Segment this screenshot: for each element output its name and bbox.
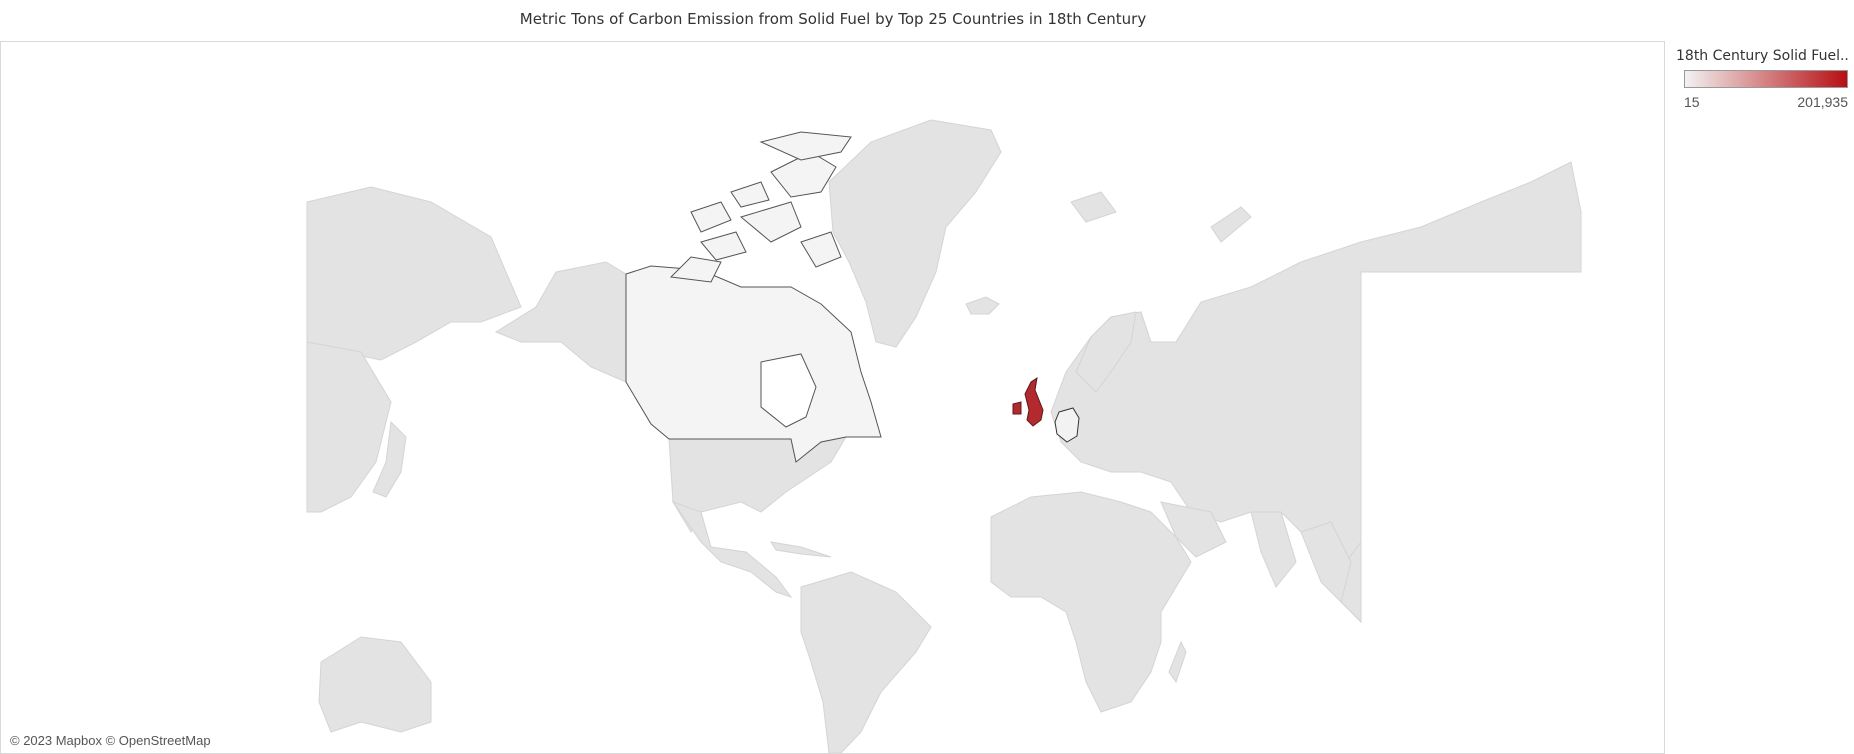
land-africa (990, 491, 1192, 713)
land-arabia (1160, 501, 1227, 558)
land-caribbean (769, 541, 832, 558)
chart-title: Metric Tons of Carbon Emission from Soli… (519, 10, 1147, 28)
legend-color-ramp (1684, 70, 1848, 88)
land-scandinavia (1075, 311, 1137, 393)
land-eurasia (1050, 161, 1582, 624)
land-svalbard (1070, 191, 1117, 223)
land-madagascar (1168, 640, 1187, 684)
country-canada[interactable] (625, 131, 882, 463)
map-attribution[interactable]: © 2023 Mapbox © OpenStreetMap (10, 733, 211, 748)
land-greenland (828, 119, 1002, 348)
country-united-kingdom[interactable] (1012, 376, 1044, 427)
legend-min-label: 15 (1684, 94, 1700, 110)
color-legend: 18th Century Solid Fuel.. 15 201,935 (1676, 48, 1854, 110)
world-map[interactable] (1, 42, 1664, 753)
land-australia (318, 636, 432, 733)
country-germany[interactable] (1054, 407, 1080, 443)
legend-max-label: 201,935 (1797, 94, 1848, 110)
legend-title: 18th Century Solid Fuel.. (1676, 48, 1849, 64)
land-iceland (965, 296, 1000, 315)
land-southeast-asia (1300, 521, 1352, 603)
land-east-asia (306, 341, 392, 513)
map-view[interactable]: © 2023 Mapbox © OpenStreetMap (0, 41, 1665, 754)
land-central-america (671, 501, 793, 598)
land-japan (372, 420, 407, 498)
land-alaska (494, 261, 627, 383)
land-far-east-russia (306, 186, 522, 361)
land-south-asia (1250, 511, 1297, 588)
land-novaya-zemlya (1210, 206, 1252, 243)
land-south-america (800, 571, 932, 753)
